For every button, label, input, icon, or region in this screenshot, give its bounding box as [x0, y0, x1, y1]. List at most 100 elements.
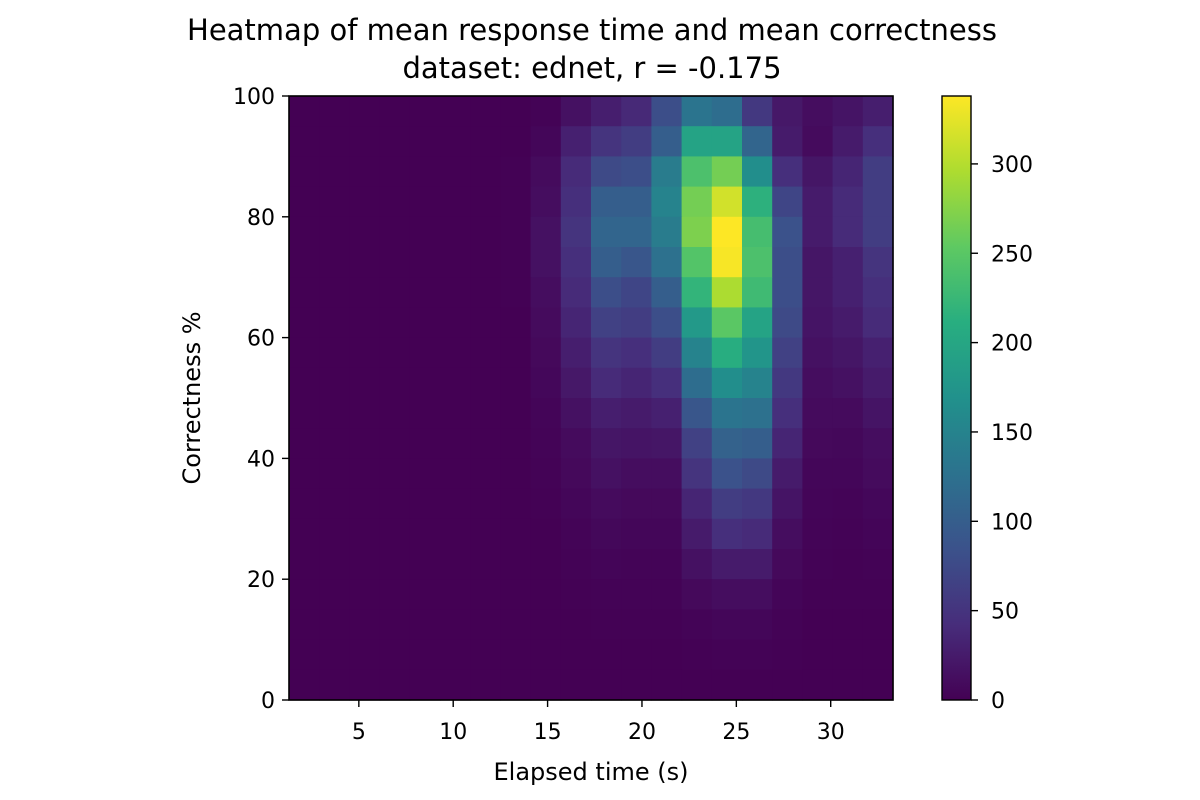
heatmap-cell [651, 669, 683, 701]
heatmap-cell [470, 216, 501, 248]
heatmap-cell [319, 156, 350, 188]
heatmap-cell [862, 579, 894, 610]
heatmap-cell [409, 488, 441, 520]
heatmap-cell [802, 579, 834, 610]
heatmap-cell [742, 428, 773, 459]
heatmap-cell [832, 609, 864, 641]
heatmap-cell [621, 458, 652, 490]
heatmap-cell [319, 247, 350, 278]
heatmap-cell [500, 669, 532, 701]
heatmap-cell [470, 549, 501, 580]
heatmap-cell [862, 639, 894, 671]
heatmap-cell [470, 458, 501, 490]
heatmap-cell [681, 609, 713, 641]
heatmap-cell [409, 307, 441, 339]
heatmap-cell [379, 398, 411, 429]
colorbar-tick-label: 50 [991, 600, 1019, 625]
heatmap-cell [349, 398, 381, 429]
heatmap-cell [591, 639, 622, 671]
heatmap-cell [319, 398, 350, 429]
heatmap-cells [289, 96, 894, 701]
heatmap-cell [621, 549, 652, 580]
heatmap-cell [591, 337, 622, 369]
heatmap-cell [470, 367, 501, 399]
heatmap-cell [560, 488, 592, 520]
heatmap-cell [651, 398, 683, 429]
heatmap-cell [862, 186, 894, 218]
heatmap-cell [500, 518, 532, 550]
heatmap-cell [681, 458, 713, 490]
heatmap-cell [802, 216, 834, 248]
y-tick-label: 80 [247, 206, 275, 231]
heatmap-cell [711, 488, 743, 520]
heatmap-cell [591, 186, 622, 218]
heatmap-cell [742, 398, 773, 429]
heatmap-cell [560, 639, 592, 671]
heatmap-cell [379, 549, 411, 580]
heatmap-cell [862, 367, 894, 399]
heatmap-cell [621, 156, 652, 188]
heatmap-cell [470, 579, 501, 610]
heatmap-cell [681, 337, 713, 369]
heatmap-cell [772, 488, 803, 520]
x-tick-label: 5 [352, 720, 366, 745]
heatmap-cell [560, 277, 592, 308]
heatmap-cell [560, 96, 592, 127]
heatmap-cell [832, 126, 864, 157]
heatmap-cell [440, 428, 471, 459]
heatmap-cell [470, 126, 501, 157]
heatmap-cell [862, 458, 894, 490]
heatmap-cell [711, 609, 743, 641]
heatmap-cell [651, 549, 683, 580]
heatmap-cell [409, 398, 441, 429]
heatmap-cell [711, 216, 743, 248]
heatmap-cell [440, 549, 471, 580]
heatmap-cell [742, 277, 773, 308]
heatmap-cell [560, 126, 592, 157]
heatmap-cell [319, 126, 350, 157]
heatmap-cell [802, 96, 834, 127]
plot-frame [288, 95, 894, 701]
heatmap-cell [349, 216, 381, 248]
heatmap-cell [560, 216, 592, 248]
heatmap-cell [440, 458, 471, 490]
x-axis: 5 10 15 20 25 30 [352, 700, 845, 745]
heatmap-cell [530, 337, 562, 369]
heatmap-cell [440, 96, 471, 127]
heatmap-cell [319, 277, 350, 308]
heatmap-cell [530, 126, 562, 157]
heatmap-cell [289, 428, 320, 459]
heatmap-cell [711, 458, 743, 490]
heatmap-cell [832, 579, 864, 610]
heatmap-cell [742, 367, 773, 399]
heatmap-cell [500, 458, 532, 490]
heatmap-cell [379, 458, 411, 490]
heatmap-cell [621, 126, 652, 157]
heatmap-cell [621, 186, 652, 218]
heatmap-cell [681, 549, 713, 580]
heatmap-cell [832, 488, 864, 520]
heatmap-cell [621, 277, 652, 308]
heatmap-cell [681, 186, 713, 218]
chart-title: Heatmap of mean response time and mean c… [187, 13, 997, 47]
heatmap-cell [500, 488, 532, 520]
x-tick-label: 20 [628, 720, 656, 745]
heatmap-cell [591, 156, 622, 188]
heatmap-cell [440, 518, 471, 550]
heatmap-cell [409, 639, 441, 671]
heatmap-cell [591, 488, 622, 520]
heatmap-cell [802, 186, 834, 218]
heatmap-cell [621, 518, 652, 550]
heatmap-cell [711, 398, 743, 429]
colorbar [941, 95, 972, 701]
heatmap-cell [289, 579, 320, 610]
heatmap-cell [802, 367, 834, 399]
heatmap-cell [319, 216, 350, 248]
heatmap-cell [500, 579, 532, 610]
colorbar-tick-label: 150 [991, 421, 1033, 446]
heatmap-cell [530, 247, 562, 278]
heatmap-cell [681, 96, 713, 127]
heatmap-cell [319, 367, 350, 399]
heatmap-cell [862, 156, 894, 188]
x-axis-label: Elapsed time (s) [494, 758, 689, 786]
